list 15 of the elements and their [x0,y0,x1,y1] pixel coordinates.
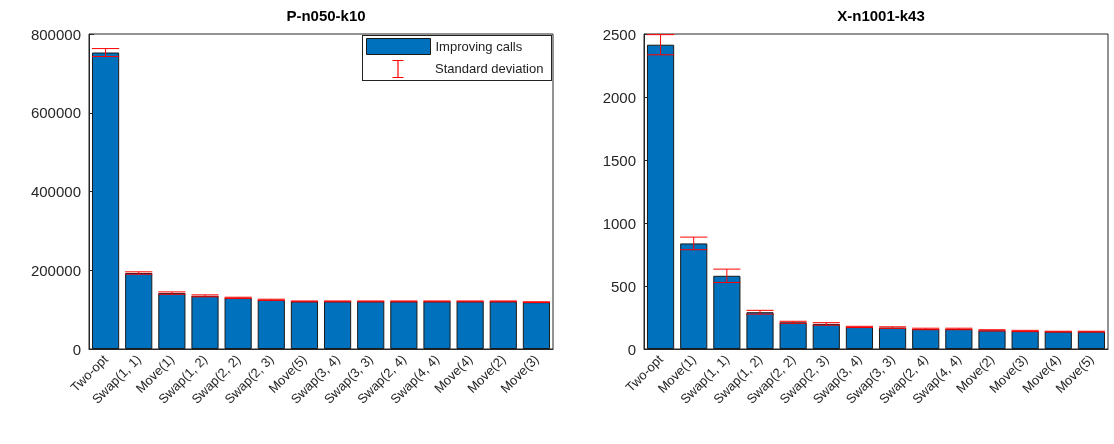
y-tick-label: 1000 [602,214,636,232]
y-tick-label: 0 [72,340,81,358]
y-tick-label: 2000 [602,88,636,106]
y-tick-label: 400000 [30,183,81,200]
y-tick-label: 800000 [30,25,81,43]
y-tick-label: 200000 [30,261,81,279]
legend-label: Improving calls [435,39,523,54]
y-tick-label: 500 [610,277,636,295]
chart-title: X-n1001-k43 [837,7,925,24]
y-tick-label: 0 [627,340,636,358]
y-tick-label: 2500 [602,25,636,43]
chart-title: P-n050-k10 [286,7,366,24]
y-tick-label: 600000 [30,104,81,122]
y-tick-label: 1500 [602,151,636,169]
annotation: Standard deviation [435,61,544,76]
